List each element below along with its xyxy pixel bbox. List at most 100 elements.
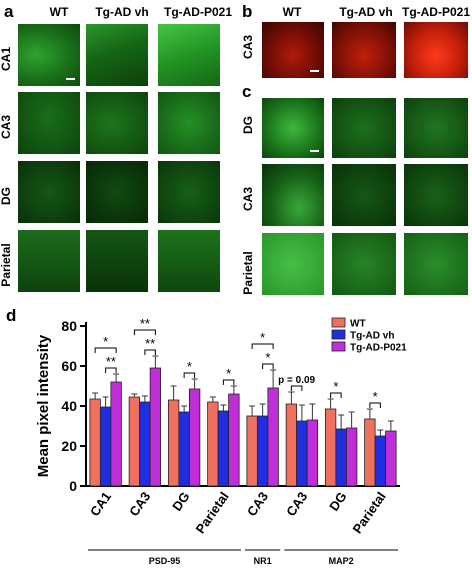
bar <box>167 399 180 487</box>
micrograph-c-parietal-p021 <box>404 233 468 295</box>
bar <box>178 411 190 487</box>
bar <box>228 393 240 487</box>
x-tick-label: CA3 <box>244 489 271 519</box>
panel-a-col-wt: WT <box>49 5 69 19</box>
micrograph-b-ca3-p021 <box>404 22 468 78</box>
panel-b-label: b <box>242 2 253 21</box>
bar <box>188 388 201 487</box>
scale-bar <box>310 70 319 72</box>
significance-bracket <box>144 349 156 355</box>
micrograph-c-ca3-wt <box>262 164 324 226</box>
panel-a-label: a <box>4 2 14 21</box>
bar <box>99 406 112 487</box>
panel-b-col-tgad-vh: Tg-AD vh <box>339 5 393 19</box>
y-tick-label: 0 <box>69 478 77 494</box>
micrograph-b-ca3-wt <box>262 22 324 78</box>
panel-d-label: d <box>6 306 17 325</box>
micrograph-a-ca1-p021 <box>158 24 220 86</box>
bar <box>149 367 162 487</box>
significance-label: * <box>333 379 338 394</box>
bar <box>207 401 219 487</box>
x-tick-label: DG <box>169 489 192 514</box>
panel-c-row-dg: DG <box>241 116 255 134</box>
panel-c-row-parietal: Parietal <box>241 251 255 295</box>
significance-bracket <box>94 347 117 353</box>
micrograph-c-dg-wt <box>262 98 324 158</box>
panel-b-col-tgad-p021: Tg-AD-P021 <box>401 5 470 19</box>
significance-label: p = 0.09 <box>278 375 315 386</box>
significance-label: * <box>265 350 270 365</box>
micrograph-a-ca3-p021 <box>158 92 220 154</box>
micrograph-a-parietal-vh <box>86 230 148 292</box>
x-tick-label: Parietal <box>193 489 232 536</box>
significance-label: ** <box>145 336 155 351</box>
bar <box>267 387 279 487</box>
micrograph-c-ca3-vh <box>332 164 396 226</box>
panel-a-row-ca1: CA1 <box>0 47 13 72</box>
bar <box>385 430 397 487</box>
significance-label: * <box>103 334 108 349</box>
significance-label: * <box>260 330 265 345</box>
x-tick-label: CA3 <box>283 489 310 519</box>
x-tick-label: CA3 <box>126 489 153 519</box>
legend-entry: Tg-AD vh <box>350 331 394 342</box>
significance-bracket <box>183 372 196 378</box>
micrograph-c-parietal-vh <box>332 233 396 295</box>
y-axis-label: Mean pixel intensity <box>35 334 52 477</box>
bar <box>128 396 141 487</box>
significance-label: * <box>187 359 192 374</box>
x-tick-label: CA1 <box>87 489 114 519</box>
significance-label: ** <box>106 354 116 369</box>
micrograph-a-dg-vh <box>86 161 148 223</box>
significance-bracket <box>133 329 156 335</box>
micrograph-a-ca3-wt <box>18 92 80 154</box>
x-tick-label: Parietal <box>350 489 389 536</box>
legend-swatch <box>331 341 346 352</box>
bar <box>306 419 319 487</box>
y-tick-label: 40 <box>61 398 77 414</box>
micrograph-b-ca3-vh <box>332 22 396 78</box>
micrograph-c-ca3-p021 <box>404 164 468 226</box>
significance-label: ** <box>140 316 150 331</box>
significance-bracket <box>222 379 235 385</box>
x-tick-label: DG <box>326 489 349 514</box>
panel-a-col-tgad-vh: Tg-AD vh <box>95 5 149 19</box>
significance-bracket <box>290 385 303 391</box>
bar <box>256 415 269 487</box>
y-tick-label: 20 <box>61 438 77 454</box>
significance-bracket <box>330 392 342 398</box>
bar <box>285 403 298 487</box>
bar <box>335 428 347 487</box>
panel-a-row-parietal: Parietal <box>0 243 13 287</box>
bar <box>246 415 258 487</box>
micrograph-a-parietal-wt <box>18 230 80 292</box>
scale-bar <box>66 78 75 80</box>
y-tick-label: 80 <box>61 318 77 334</box>
bar <box>139 401 151 487</box>
panel-c-row-ca3: CA3 <box>241 187 255 212</box>
legend-swatch <box>331 317 346 328</box>
panel-a-col-tgad-p021: Tg-AD-P021 <box>163 5 232 19</box>
micrograph-c-dg-vh <box>332 98 396 158</box>
bar <box>110 381 122 487</box>
legend-entry: WT <box>350 319 366 330</box>
y-tick-label: 60 <box>61 358 77 374</box>
micrograph-a-ca1-wt <box>18 24 80 86</box>
bar <box>364 418 376 487</box>
significance-bracket <box>369 402 381 408</box>
micrograph-a-parietal-p021 <box>158 230 220 292</box>
micrograph-a-dg-wt <box>18 161 80 223</box>
significance-bracket <box>251 343 274 349</box>
panel-b-col-wt: WT <box>282 5 302 19</box>
significance-label: * <box>226 366 231 381</box>
micrograph-c-parietal-wt <box>262 233 324 295</box>
group-label: MAP2 <box>329 556 354 566</box>
bar <box>89 398 101 487</box>
bar <box>324 408 337 487</box>
legend-entry: Tg-AD-P021 <box>350 343 407 354</box>
bar <box>217 410 230 487</box>
micrograph-c-dg-p021 <box>404 98 468 158</box>
panel-c-label: c <box>242 82 252 101</box>
panel-b-row-ca3: CA3 <box>241 35 255 60</box>
